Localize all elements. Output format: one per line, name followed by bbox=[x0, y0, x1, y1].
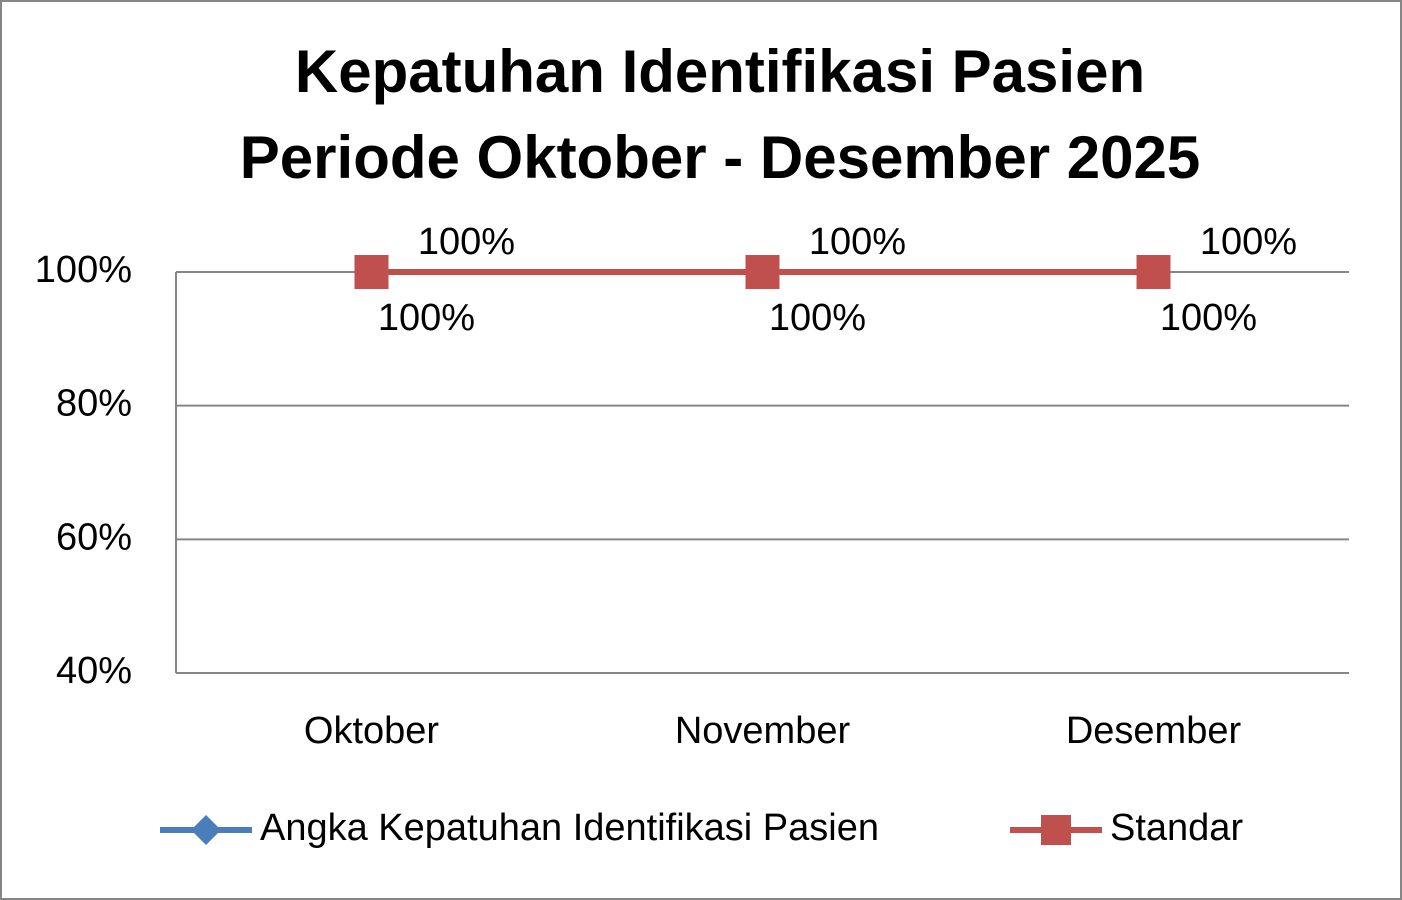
x-tick-label: Oktober bbox=[304, 710, 440, 752]
legend-label: Standar bbox=[1110, 807, 1243, 849]
data-label: 100% bbox=[418, 221, 515, 263]
y-tick-label: 40% bbox=[56, 650, 132, 692]
data-label: 100% bbox=[809, 221, 906, 263]
legend-marker bbox=[1041, 815, 1071, 845]
x-tick-label: November bbox=[675, 710, 851, 752]
marker bbox=[745, 255, 780, 289]
x-tick-label: Desember bbox=[1066, 710, 1242, 752]
marker bbox=[1136, 255, 1171, 289]
chart-title: Periode Oktober - Desember 2025 bbox=[240, 124, 1200, 191]
data-label: 100% bbox=[1160, 297, 1257, 339]
legend-label: Angka Kepatuhan Identifikasi Pasien bbox=[260, 807, 879, 849]
data-label: 100% bbox=[1200, 221, 1297, 263]
marker bbox=[354, 255, 389, 289]
y-tick-label: 100% bbox=[35, 249, 132, 291]
chart-title: Kepatuhan Identifikasi Pasien bbox=[295, 38, 1145, 105]
data-label: 100% bbox=[769, 297, 866, 339]
y-tick-label: 60% bbox=[56, 516, 132, 558]
data-label: 100% bbox=[378, 297, 475, 339]
legend-marker bbox=[191, 815, 221, 845]
y-tick-label: 80% bbox=[56, 383, 132, 425]
